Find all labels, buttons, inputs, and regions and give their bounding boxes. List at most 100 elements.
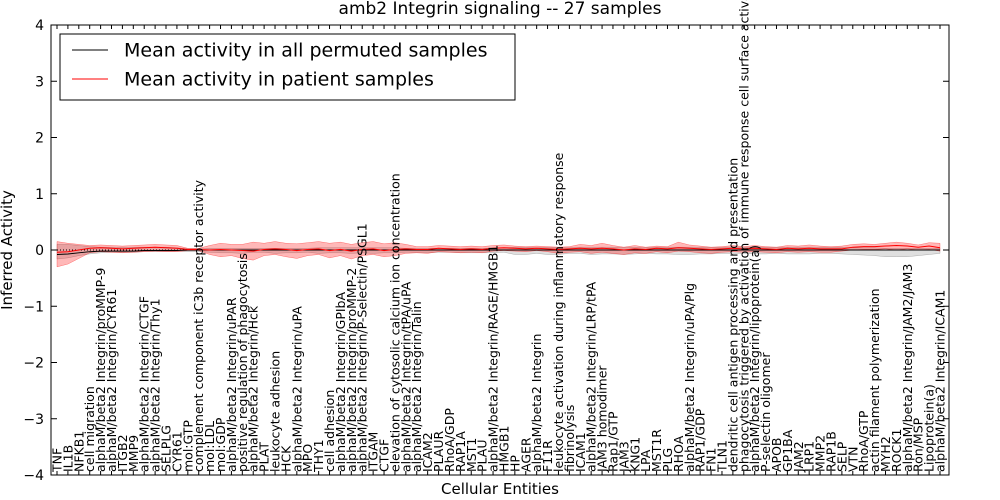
- category-label: MMP9: [126, 435, 141, 472]
- category-label: THY1: [311, 439, 326, 473]
- category-label: phagocytosis triggered by activation of …: [736, 0, 751, 472]
- category-label: alphaM/beta2 Integrin/proMMP-9: [93, 268, 108, 472]
- category-label: F11R: [540, 440, 555, 472]
- category-label: alphaM/beta2 Integrin/lipoprotein(a): [747, 245, 762, 472]
- y-tick-label: −1: [23, 299, 44, 315]
- category-label: alphaM/beta2 Integrin: [529, 334, 544, 472]
- category-label: alphaM/beta2 Integrin/JAM2/JAM3: [900, 264, 915, 472]
- category-label: alphaM/beta2 Integrin/Hck: [246, 305, 261, 472]
- category-label: alphaM/beta2 Integrin/uPA: [289, 306, 304, 472]
- category-label: alphaM/beta2 Integrin/Talin: [409, 301, 424, 472]
- category-label: VTN: [845, 446, 860, 472]
- y-axis: −4 −3 −2 −1 0 1 2 3 4: [23, 18, 949, 484]
- legend-label-permuted: Mean activity in all permuted samples: [124, 40, 487, 62]
- category-label: MMP2: [813, 435, 828, 472]
- category-label: RhoA/GDP: [442, 408, 457, 472]
- category-label: ICAM1: [573, 432, 588, 472]
- category-label: positive regulation of phagocytosis: [235, 253, 250, 472]
- category-label: PLG: [660, 448, 675, 472]
- category-label: actin filament polymerization: [867, 288, 882, 472]
- category-label: RAP1/GDP: [693, 408, 708, 472]
- category-label: alphaM/beta2 Integrin/uPA/Plg: [682, 283, 697, 472]
- category-label: HP: [507, 455, 522, 472]
- category-label: leukocyte adhesion: [268, 351, 283, 472]
- category-label: PLAUR: [431, 431, 446, 472]
- y-tick-label: 3: [35, 74, 44, 90]
- y-tick-label: −3: [23, 412, 44, 428]
- category-label: MST1: [464, 438, 479, 472]
- band-series-1: [56, 241, 941, 268]
- legend-box: [59, 33, 516, 101]
- category-label: alphaM/beta2 Integrin/tPA/uPA: [398, 281, 413, 472]
- category-label: LPA: [638, 449, 653, 472]
- category-label: complement component iC3b receptor activ…: [191, 179, 206, 472]
- category-label: MPO: [300, 444, 315, 472]
- category-label: mol:GTP: [180, 420, 195, 472]
- category-label: CYR61: [169, 431, 184, 472]
- category-label: RAP1A: [453, 431, 468, 472]
- band-series-0: [56, 244, 941, 260]
- y-tick-label: −2: [23, 356, 44, 372]
- line-series-1: [56, 244, 941, 253]
- category-label: GP1BA: [780, 429, 795, 472]
- category-label: elevation of cytosolic calcium ion conce…: [387, 173, 402, 472]
- category-label: ITGB2: [115, 434, 130, 472]
- category-label: alphaM/beta2 Integrin/CTGF: [137, 296, 152, 472]
- category-label: FN1: [704, 448, 719, 473]
- y-tick-label: 1: [35, 187, 44, 203]
- category-label: MST1R: [649, 429, 664, 472]
- x-axis-ticks: [56, 25, 941, 475]
- category-label: alphaM/beta2 Integrin/LRP/tPA: [584, 281, 599, 472]
- category-label: RhoA/GTP: [856, 410, 871, 472]
- category-label: mol:GDP: [213, 417, 228, 472]
- category-label: ICAM2: [420, 432, 435, 472]
- category-label: alphaM/beta2 Integrin/GPIbA: [333, 292, 348, 472]
- chart-title: amb2 Integrin signaling -- 27 samples: [339, 0, 662, 19]
- y-tick-label: 2: [35, 131, 44, 147]
- category-label: TLN1: [714, 440, 729, 473]
- category-label: RHOA: [671, 435, 686, 472]
- category-label: LRP1: [802, 441, 817, 472]
- lines-layer: [56, 244, 941, 255]
- category-label: CTGF: [377, 439, 392, 472]
- category-label: PLAT: [257, 442, 272, 472]
- category-label: Lipoprotein(a): [922, 384, 937, 472]
- category-label: cell migration: [82, 386, 97, 472]
- category-label: JAM3 homodimer: [595, 365, 610, 473]
- category-label: alphaM/beta2 Integrin/ICAM1: [933, 290, 948, 472]
- category-label: ITGAM: [366, 432, 381, 472]
- category-label: alphaM/beta2 Integrin/proMMP-2: [344, 268, 359, 472]
- category-label: SELP: [834, 441, 849, 472]
- category-label: NFKB1: [71, 431, 86, 472]
- category-label: MYH2: [878, 436, 893, 472]
- category-label: alphaM/beta2 Integrin/uPAR: [224, 297, 239, 472]
- y-axis-label: Inferred Activity: [0, 190, 16, 310]
- category-label: RAP1B: [823, 431, 838, 472]
- category-label: PLAU: [475, 440, 490, 473]
- category-label: alphaM/beta2 Integrin/RAGE/HMGB1: [486, 245, 501, 472]
- category-label: fibrinolysis: [562, 405, 577, 472]
- category-label: ROCK1: [889, 429, 904, 472]
- category-label: alphaM/beta2 Integrin/CYR61: [104, 289, 119, 472]
- x-axis-label: Cellular Entities: [441, 480, 559, 498]
- category-label: JAM2: [791, 441, 806, 473]
- category-label: TNF: [50, 448, 65, 473]
- category-label: P-selectin oligomer: [758, 352, 773, 472]
- category-label: HMGB1: [496, 426, 511, 472]
- legend-label-patient: Mean activity in patient samples: [124, 69, 434, 91]
- y-tick-label: −4: [23, 468, 44, 484]
- category-label: leukocyte activation during inflammatory…: [551, 152, 566, 472]
- category-label: AGER: [518, 437, 533, 472]
- y-tick-label: 0: [35, 243, 44, 259]
- category-label: JAM3: [616, 441, 631, 473]
- bands-layer: [56, 241, 941, 268]
- legend: Mean activity in all permuted samples Me…: [59, 33, 516, 101]
- category-label: IL1B: [60, 445, 75, 472]
- category-label: SELPLG: [159, 425, 174, 472]
- category-label: KNG1: [627, 437, 642, 472]
- category-label: mol:LDL: [202, 421, 217, 472]
- category-label: HCK: [278, 445, 293, 472]
- category-label: dendritic cell antigen processing and pr…: [725, 158, 740, 472]
